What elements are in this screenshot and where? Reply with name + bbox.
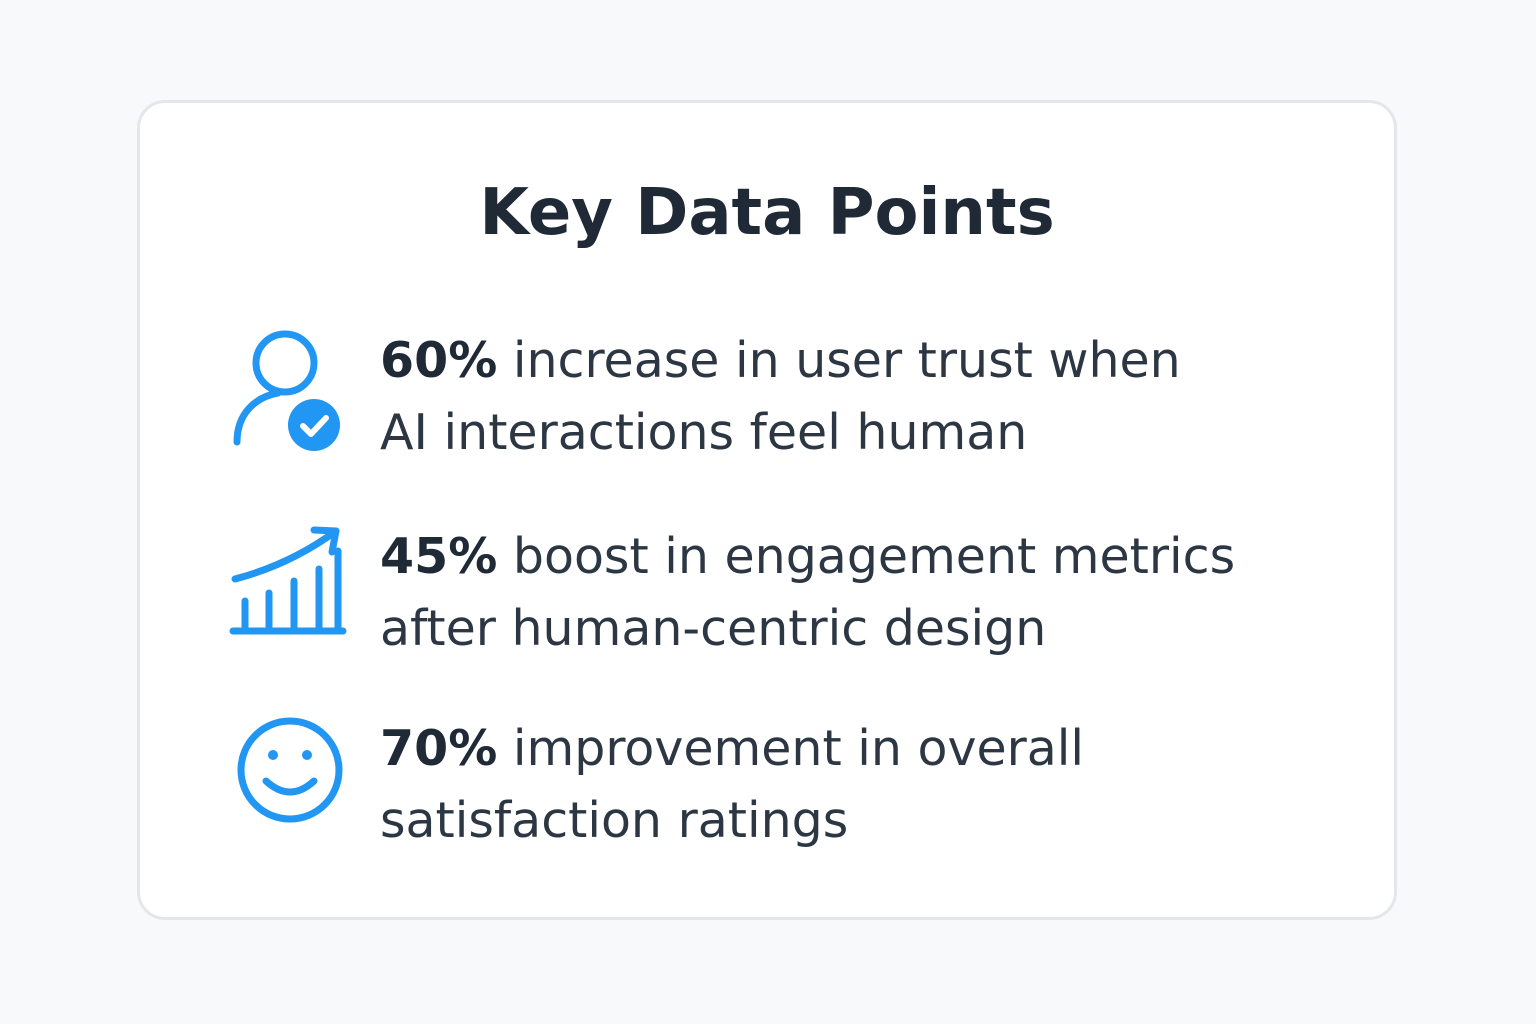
key-data-card: Key Data Points 60% increase in user tru…: [137, 100, 1397, 920]
stat-description-line2: AI interactions feel human: [380, 404, 1028, 461]
data-point-text: 70% improvement in overall satisfaction …: [380, 713, 1340, 857]
stat-description-line1: improvement in overall: [497, 720, 1085, 777]
stat-value: 70%: [380, 720, 498, 777]
stat-value: 45%: [380, 528, 498, 585]
data-point-text: 60% increase in user trust when AI inter…: [380, 325, 1340, 469]
card-title: Key Data Points: [479, 176, 1055, 250]
stat-description-line2: satisfaction ratings: [380, 792, 849, 849]
user-check-icon: [228, 325, 348, 455]
stat-description-line1: increase in user trust when: [497, 332, 1181, 389]
stat-value: 60%: [380, 332, 498, 389]
growth-chart-icon: [228, 521, 348, 651]
data-point-item: 60% increase in user trust when AI inter…: [140, 325, 1394, 475]
stat-description-line2: after human-centric design: [380, 600, 1047, 657]
data-point-item: 70% improvement in overall satisfaction …: [140, 713, 1394, 863]
data-point-item: 45% boost in engagement metrics after hu…: [140, 521, 1394, 671]
data-point-text: 45% boost in engagement metrics after hu…: [380, 521, 1340, 665]
stat-description-line1: boost in engagement metrics: [497, 528, 1236, 585]
smiley-face-icon: [228, 713, 348, 843]
